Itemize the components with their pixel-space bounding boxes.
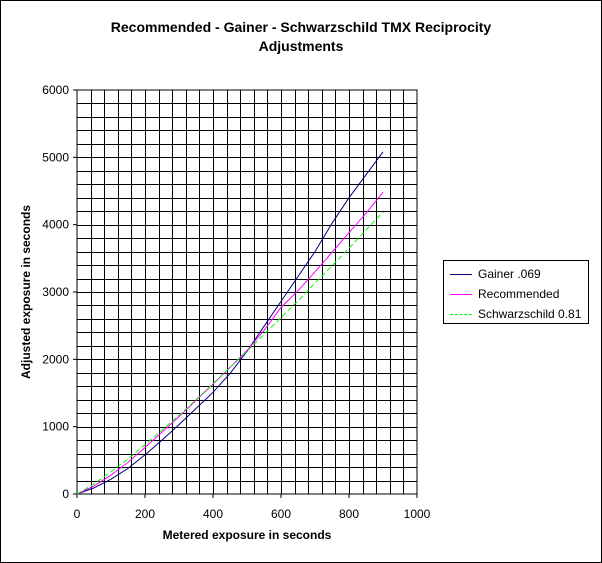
x-tick-label: 0	[74, 507, 81, 521]
legend-swatch-gainer	[450, 273, 472, 275]
y-tick-label: 1000	[42, 420, 69, 434]
legend-label-gainer: Gainer .069	[478, 267, 541, 281]
legend-label-schwarzschild: Schwarzschild 0.81	[478, 307, 582, 321]
legend-label-recommended: Recommended	[478, 287, 560, 301]
y-tick-label: 6000	[42, 83, 69, 97]
y-tick-label: 0	[62, 487, 69, 501]
legend-swatch-schwarzschild	[450, 313, 472, 315]
legend-item-gainer: Gainer .069	[450, 264, 588, 284]
horizontal-gridlines	[77, 103, 417, 482]
x-tick-label: 800	[339, 507, 359, 521]
legend-item-schwarzschild: Schwarzschild 0.81	[450, 304, 588, 324]
x-tick-label: 400	[203, 507, 223, 521]
chart-title: Recommended - Gainer - Schwarzschild TMX…	[0, 18, 602, 56]
x-tick-label: 600	[271, 507, 291, 521]
y-axis-label: Adjusted exposure in seconds	[19, 205, 33, 379]
chart-title-line-2: Adjustments	[258, 38, 344, 54]
series-lines	[76, 151, 384, 495]
y-tick-label: 2000	[42, 352, 69, 366]
legend-swatch-recommended	[450, 293, 472, 295]
legend-item-recommended: Recommended	[450, 284, 588, 304]
legend: Gainer .069 Recommended Schwarzschild 0.…	[443, 260, 589, 324]
series-line-2	[76, 191, 384, 495]
y-tick-label: 4000	[42, 218, 69, 232]
x-tick-label: 1000	[404, 507, 431, 521]
x-axis-ticks: 0 200 400 600 800 1000	[74, 494, 431, 521]
y-tick-label: 5000	[42, 150, 69, 164]
chart-title-line-1: Recommended - Gainer - Schwarzschild TMX…	[110, 19, 492, 35]
y-tick-label: 3000	[42, 285, 69, 299]
x-tick-label: 200	[135, 507, 155, 521]
y-axis-ticks: 0 1000 2000 3000 4000 5000 6000	[42, 83, 77, 501]
x-axis-label: Metered exposure in seconds	[163, 528, 332, 542]
series-line-1	[76, 151, 384, 495]
